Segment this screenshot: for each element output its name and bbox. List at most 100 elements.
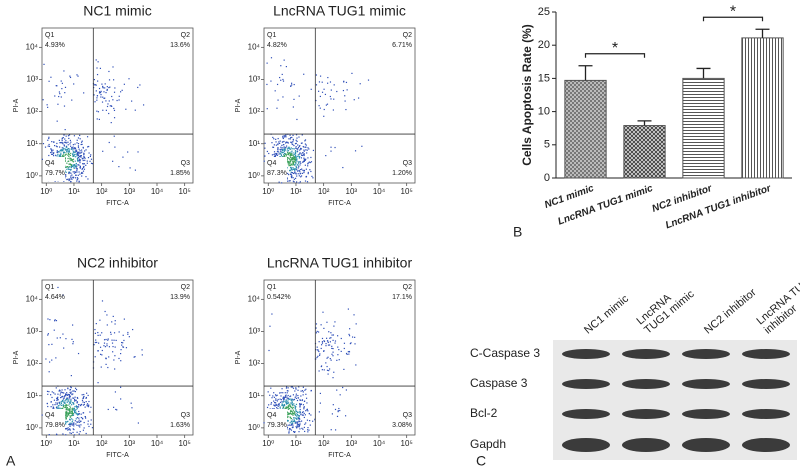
event-dot (297, 423, 299, 426)
x-axis-label: FITC-A (106, 452, 129, 459)
event-dot (104, 346, 107, 348)
event-dot (304, 143, 307, 145)
event-dot (54, 180, 56, 182)
event-dot (67, 409, 69, 411)
event-dot (312, 149, 315, 152)
event-dot (351, 72, 353, 74)
event-dot (299, 152, 301, 154)
event-dot (68, 393, 70, 396)
event-dot (298, 415, 300, 417)
event-dot (120, 349, 122, 351)
event-dot (74, 412, 76, 414)
event-dot (288, 429, 290, 431)
event-dot (77, 414, 79, 416)
event-dot (107, 408, 109, 411)
event-dot (87, 146, 89, 148)
event-dot (282, 396, 285, 398)
event-dot (293, 164, 296, 166)
x-axis-label: FITC-A (328, 200, 351, 207)
event-dot (69, 419, 71, 421)
blot-band (682, 438, 730, 452)
event-dot (70, 410, 72, 412)
event-dot (74, 143, 76, 145)
event-dot (73, 409, 75, 411)
event-dot (84, 406, 86, 408)
event-dot (62, 149, 64, 152)
event-dot (297, 146, 300, 149)
bar (741, 37, 784, 179)
event-dot (99, 67, 102, 69)
event-dot (294, 422, 296, 424)
event-dot (277, 404, 279, 406)
event-dot (59, 150, 61, 152)
event-dot (72, 341, 74, 343)
event-dot (325, 362, 327, 364)
event-dot (87, 157, 90, 159)
event-dot (266, 108, 268, 110)
event-dot (275, 403, 277, 406)
quadrant-percent: 3.08% (392, 422, 412, 429)
event-dot (69, 179, 71, 181)
event-dot (64, 170, 66, 172)
event-dot (50, 401, 52, 403)
event-dot (310, 389, 312, 392)
event-dot (97, 61, 99, 63)
label-box (265, 409, 287, 433)
event-dot (330, 146, 332, 148)
event-dot (97, 331, 99, 334)
event-dot (105, 91, 107, 94)
event-dot (69, 416, 71, 418)
event-dot (299, 399, 301, 401)
event-dot (120, 91, 122, 93)
event-dot (80, 420, 82, 422)
y-axis-label: PI-A (235, 98, 242, 112)
event-dot (76, 170, 78, 172)
event-dot (78, 153, 80, 155)
event-dot (63, 144, 65, 146)
event-dot (60, 396, 63, 398)
event-dot (276, 83, 279, 86)
event-dot (70, 399, 72, 402)
event-dot (301, 399, 304, 401)
event-dot (67, 427, 69, 429)
event-dot (290, 164, 292, 166)
event-dot (289, 159, 291, 161)
event-dot (301, 411, 304, 414)
event-dot (66, 166, 69, 168)
event-dot (304, 414, 306, 416)
event-dot (325, 154, 327, 157)
event-dot (66, 399, 68, 401)
event-dot (87, 405, 90, 407)
event-dot (294, 414, 297, 416)
event-dot (62, 152, 65, 154)
event-dot (74, 147, 77, 149)
event-dot (59, 142, 61, 144)
event-dot (299, 164, 301, 166)
event-dot (334, 429, 337, 431)
event-dot (76, 396, 78, 399)
event-dot (294, 171, 296, 173)
event-dot (65, 153, 67, 155)
event-dot (287, 157, 289, 159)
event-dot (50, 394, 52, 396)
event-dot (285, 396, 287, 398)
event-dot (56, 155, 58, 157)
event-dot (315, 84, 318, 86)
blot-band (622, 379, 670, 389)
event-dot (287, 152, 289, 154)
event-dot (289, 173, 292, 175)
event-dot (74, 171, 77, 174)
event-dot (290, 158, 292, 161)
event-dot (71, 412, 73, 414)
event-dot (76, 402, 78, 404)
event-dot (288, 404, 290, 406)
event-dot (288, 165, 290, 167)
event-dot (54, 144, 56, 147)
event-dot (66, 392, 68, 394)
event-dot (74, 171, 76, 173)
event-dot (86, 405, 88, 407)
event-dot (64, 138, 66, 140)
event-dot (295, 142, 297, 144)
event-dot (82, 170, 85, 172)
event-dot (47, 139, 49, 141)
